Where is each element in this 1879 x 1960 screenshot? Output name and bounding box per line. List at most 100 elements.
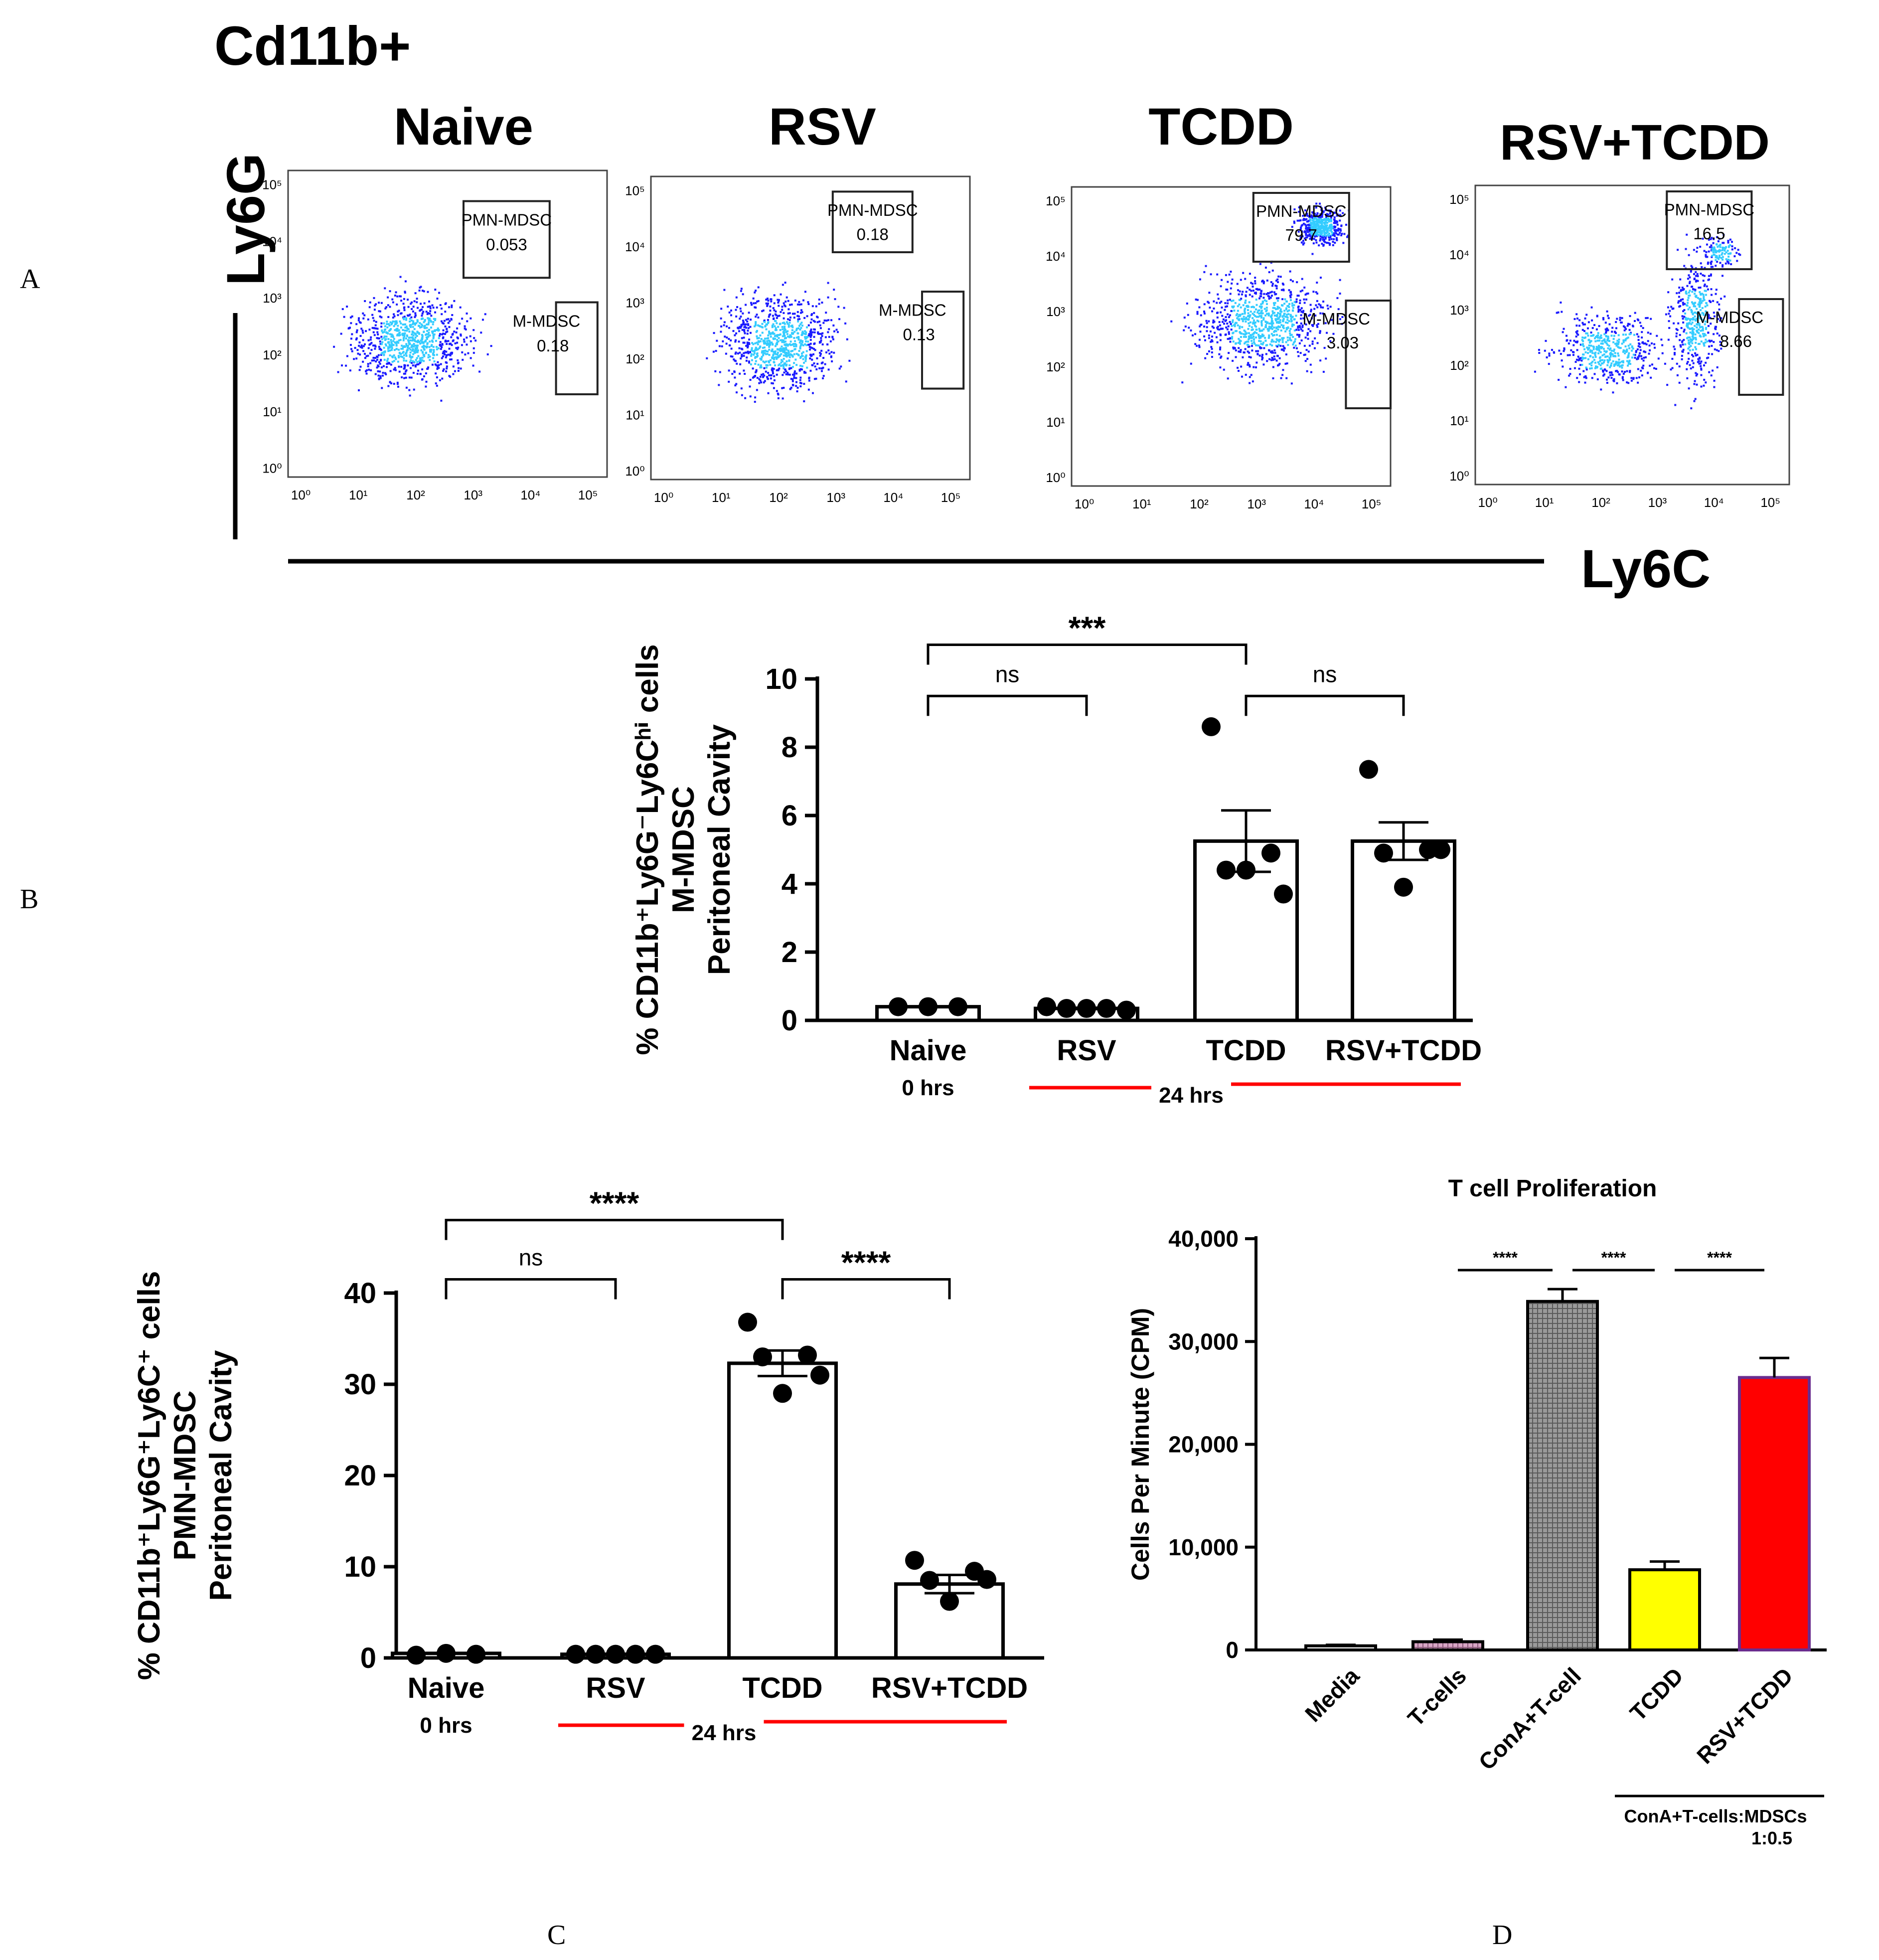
- flow-event: [376, 358, 378, 361]
- flow-event: [758, 378, 761, 380]
- flow-event: [1576, 330, 1578, 332]
- x-tick-label: Naive: [890, 1034, 967, 1067]
- flow-event: [1689, 306, 1691, 309]
- flow-event: [1278, 316, 1281, 318]
- flow-event: [429, 306, 431, 308]
- flow-event: [427, 354, 430, 356]
- flow-event: [1217, 326, 1219, 328]
- flow-event: [1689, 320, 1692, 322]
- flow-event: [1683, 338, 1685, 341]
- flow-event: [1578, 319, 1581, 322]
- flow-event: [433, 349, 435, 351]
- flow-event: [789, 334, 792, 337]
- x-tick-label: T-cells: [1403, 1662, 1471, 1731]
- flow-event: [1314, 220, 1317, 223]
- flow-event: [1279, 319, 1281, 322]
- flow-event: [1284, 362, 1287, 365]
- flow-event: [1289, 332, 1291, 334]
- flow-event: [1307, 350, 1310, 353]
- flow-event: [1272, 340, 1275, 343]
- flow-event: [1558, 378, 1560, 381]
- flow-event: [750, 302, 752, 304]
- flow-event: [1308, 219, 1310, 222]
- flow-event: [1262, 281, 1265, 283]
- flow-event: [818, 341, 821, 344]
- flow-event: [772, 372, 774, 374]
- flow-event: [1217, 298, 1220, 300]
- flow-event: [757, 300, 760, 302]
- flow-event: [1231, 335, 1234, 338]
- flow-event: [1206, 353, 1209, 355]
- flow-event: [1649, 332, 1652, 335]
- flow-event: [396, 303, 398, 306]
- flow-event: [408, 376, 411, 379]
- flow-event: [1641, 374, 1643, 377]
- flow-event: [1225, 316, 1227, 319]
- flow-event: [1713, 315, 1716, 318]
- flow-event: [1602, 369, 1604, 372]
- flow-event: [1311, 211, 1314, 214]
- flow-event: [1264, 314, 1267, 317]
- significance-label: ****: [590, 1185, 639, 1221]
- flow-event: [397, 385, 399, 388]
- flow-event: [1324, 322, 1327, 325]
- flow-event: [1301, 326, 1304, 328]
- flow-event: [1293, 318, 1295, 321]
- flow-event: [1634, 356, 1636, 359]
- flow-event: [1307, 337, 1309, 340]
- flow-event: [776, 369, 778, 371]
- flow-event: [1583, 330, 1585, 332]
- flow-event: [387, 316, 390, 318]
- flow-event: [782, 365, 784, 367]
- flow-event: [1285, 341, 1287, 343]
- flow-event: [795, 336, 798, 339]
- flow-event: [1285, 300, 1288, 303]
- flow-event: [397, 341, 400, 344]
- flow-event: [1565, 334, 1567, 337]
- flow-event: [838, 318, 841, 321]
- flow-event: [421, 356, 424, 359]
- flow-event: [1645, 317, 1647, 320]
- flow-event: [1588, 347, 1590, 349]
- flow-event: [1308, 321, 1310, 323]
- flow-event: [775, 314, 778, 317]
- flow-event: [797, 320, 799, 323]
- flow-event: [1578, 381, 1580, 383]
- flow-event: [1601, 359, 1604, 361]
- flow-event: [1695, 374, 1698, 377]
- flow-event: [380, 358, 382, 361]
- flow-event: [1584, 381, 1586, 384]
- flow-event: [1693, 278, 1696, 281]
- flow-event: [1302, 214, 1304, 217]
- flow-event: [1286, 322, 1289, 324]
- flow-event: [1718, 254, 1721, 257]
- data-point: [810, 1365, 829, 1385]
- flow-event: [1627, 382, 1630, 384]
- flow-event: [1600, 334, 1602, 336]
- flow-event: [818, 367, 821, 369]
- flow-event: [341, 364, 343, 367]
- flow-event: [1711, 339, 1713, 342]
- flow-event: [1687, 336, 1690, 339]
- flow-event: [364, 300, 366, 303]
- flow-event: [383, 322, 385, 325]
- flow-event: [773, 361, 776, 364]
- flow-event: [369, 362, 372, 364]
- flow-event: [430, 350, 432, 353]
- flow-event: [1272, 358, 1274, 361]
- flow-event: [1291, 302, 1293, 305]
- flow-event: [754, 374, 757, 377]
- flow-event: [1307, 292, 1309, 295]
- flow-event: [412, 310, 414, 313]
- flow-event: [417, 349, 419, 351]
- flow-event: [1241, 375, 1243, 378]
- flow-event: [1342, 212, 1344, 214]
- flow-event: [1264, 324, 1267, 327]
- flow-event: [804, 371, 807, 374]
- flow-event: [390, 328, 392, 330]
- flow-event: [1653, 343, 1656, 345]
- flow-event: [402, 337, 405, 339]
- flow-event: [400, 327, 402, 329]
- flow-event: [1242, 272, 1245, 274]
- flow-event: [789, 388, 791, 390]
